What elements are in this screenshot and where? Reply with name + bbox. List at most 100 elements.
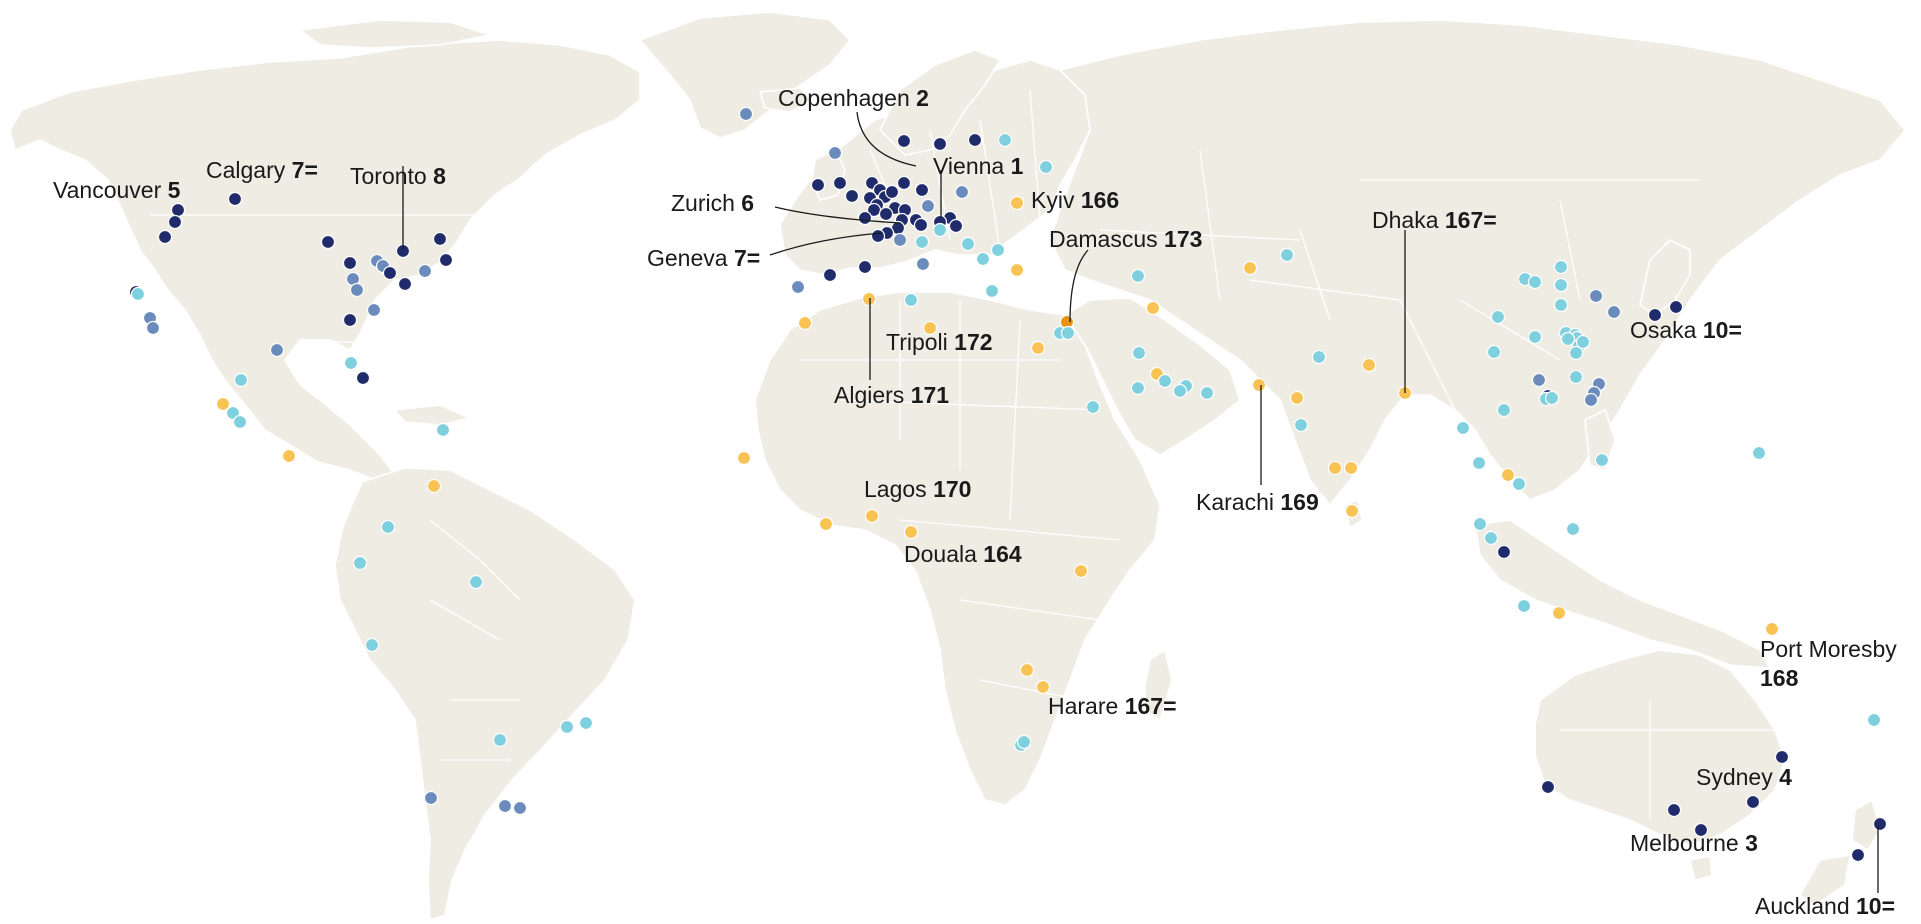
- city-dot: [366, 302, 382, 318]
- landmass-caribbean: [394, 404, 471, 426]
- city-dot: [426, 478, 442, 494]
- city-dot: [1544, 390, 1560, 406]
- landmass-australia: [1534, 649, 1786, 846]
- city-dot: [1666, 802, 1682, 818]
- city-dot: [1344, 503, 1360, 519]
- leader-geneva: [769, 232, 883, 256]
- city-dot: [227, 191, 243, 207]
- city-dot: [343, 355, 359, 371]
- city-dot: [984, 283, 1000, 299]
- city-dot: [1471, 455, 1487, 471]
- label-lagos: Lagos 170: [864, 476, 971, 502]
- city-dot: [1500, 467, 1516, 483]
- city-dot: [1551, 605, 1567, 621]
- city-dot: [948, 218, 964, 234]
- city-dot: [797, 315, 813, 331]
- leader-lines: [402, 111, 1879, 893]
- city-dot: [884, 184, 900, 200]
- city-dot: [1527, 274, 1543, 290]
- label-melbourne: Melbourne 3: [1630, 830, 1758, 856]
- leader-damascus: [1069, 249, 1089, 323]
- city-dot: [790, 279, 806, 295]
- city-dot: [1016, 734, 1032, 750]
- city-dot: [1693, 822, 1709, 838]
- label-damascus: Damascus 173: [1049, 226, 1202, 252]
- label-douala: Douala 164: [904, 541, 1022, 567]
- city-dot: [878, 206, 894, 222]
- city-dot: [130, 286, 146, 302]
- city-dot: [1527, 329, 1543, 345]
- label-osaka: Osaka 10=: [1630, 317, 1742, 343]
- label-auckland: Auckland 10=: [1755, 893, 1895, 919]
- city-dot: [1311, 349, 1327, 365]
- city-dot: [1131, 345, 1147, 361]
- landmass-africa: [754, 291, 1161, 806]
- city-dot: [380, 519, 396, 535]
- city-dot: [832, 175, 848, 191]
- city-dot: [997, 132, 1013, 148]
- city-dot: [864, 508, 880, 524]
- city-dot: [1060, 325, 1076, 341]
- city-dot: [1516, 598, 1532, 614]
- label-port-moresby: Port Moresby: [1760, 636, 1897, 662]
- leader-zurich: [774, 206, 901, 224]
- city-dot: [232, 414, 248, 430]
- country-borders: [150, 89, 1780, 820]
- city-dot: [896, 133, 912, 149]
- landmass-new-zealand: [1799, 799, 1881, 906]
- land-layer: [9, 11, 1906, 921]
- city-dot: [320, 234, 336, 250]
- city-dot: [233, 372, 249, 388]
- city-dot: [844, 188, 860, 204]
- city-dot: [1745, 794, 1761, 810]
- city-dot: [967, 132, 983, 148]
- city-dot: [810, 177, 826, 193]
- city-dot: [1030, 340, 1046, 356]
- city-labels: Vancouver 5 Calgary 7= Toronto 8 Copenha…: [53, 85, 1897, 919]
- city-dot: [364, 637, 380, 653]
- city-dot: [157, 229, 173, 245]
- city-dot: [1774, 749, 1790, 765]
- landmass-tasmania: [1689, 855, 1713, 881]
- city-dot: [397, 276, 413, 292]
- city-dot: [920, 198, 936, 214]
- city-dot: [1583, 392, 1599, 408]
- city-dot: [1531, 372, 1547, 388]
- city-dot: [822, 267, 838, 283]
- city-dot: [1172, 383, 1188, 399]
- city-dot: [1511, 476, 1527, 492]
- city-dot: [145, 320, 161, 336]
- city-dot: [1490, 309, 1506, 325]
- landmass-philippines: [1584, 409, 1616, 471]
- city-dot: [1343, 460, 1359, 476]
- city-dot: [512, 800, 528, 816]
- city-dot: [914, 234, 930, 250]
- city-dot: [1496, 402, 1512, 418]
- label-copenhagen: Copenhagen 2: [778, 85, 929, 111]
- city-dot: [1009, 262, 1025, 278]
- city-dot: [892, 232, 908, 248]
- city-dot: [215, 396, 231, 412]
- city-dot: [1251, 377, 1267, 393]
- city-dot: [818, 516, 834, 532]
- city-dot: [1496, 544, 1512, 560]
- city-dot: [1327, 460, 1343, 476]
- city-dot: [1472, 516, 1488, 532]
- city-dot: [1293, 417, 1309, 433]
- city-dot: [1483, 530, 1499, 546]
- city-dot: [1486, 344, 1502, 360]
- city-dot: [736, 450, 752, 466]
- city-dot: [870, 228, 886, 244]
- city-dot: [578, 715, 594, 731]
- city-dot: [954, 184, 970, 200]
- city-dot: [1130, 380, 1146, 396]
- label-zurich: Zurich 6: [671, 190, 754, 216]
- city-dot: [342, 255, 358, 271]
- city-dot: [990, 242, 1006, 258]
- city-dot: [492, 732, 508, 748]
- city-dot: [827, 145, 843, 161]
- landmass-arctic-islands: [299, 19, 491, 49]
- label-dhaka: Dhaka 167=: [1372, 207, 1497, 233]
